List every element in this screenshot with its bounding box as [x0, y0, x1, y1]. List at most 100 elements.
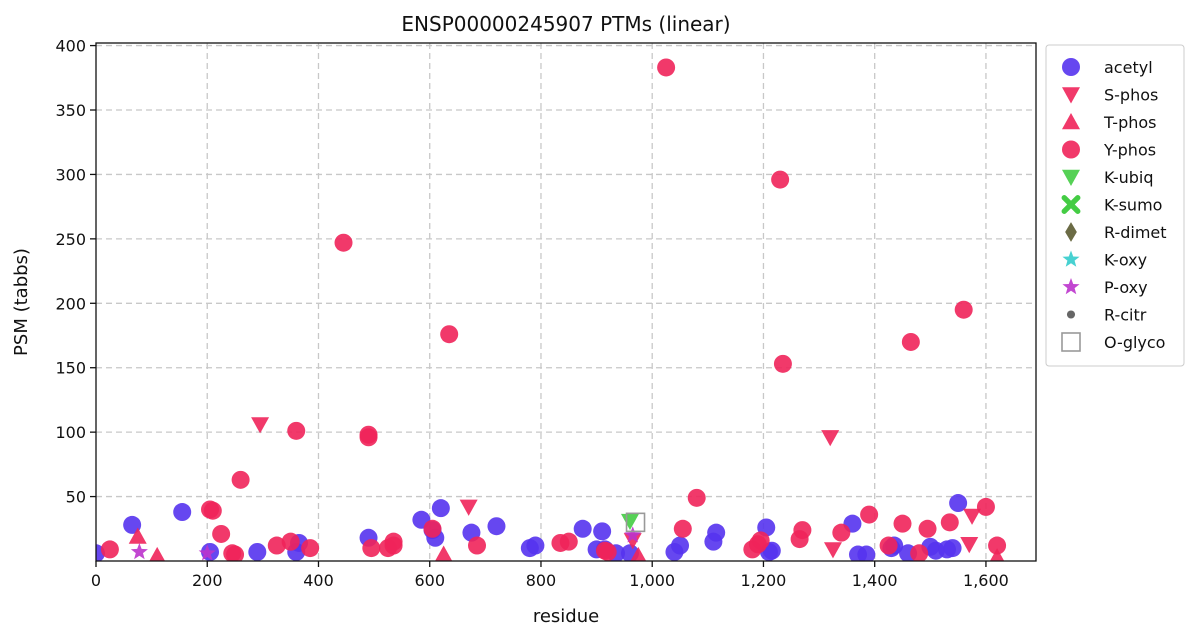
x-tick-label: 200	[192, 571, 223, 590]
data-point-y-phos	[423, 519, 442, 538]
data-point-y-phos	[751, 531, 770, 550]
legend-marker	[1062, 169, 1080, 186]
data-point-y-phos	[559, 532, 578, 551]
data-point-p-oxy	[130, 542, 148, 560]
grid-lines	[96, 43, 1036, 561]
legend-label: K-ubiq	[1104, 168, 1153, 187]
data-point-y-phos	[901, 332, 920, 351]
data-point-s-phos	[251, 417, 270, 434]
y-tick-label: 300	[55, 165, 86, 184]
y-tick-label: 100	[55, 423, 86, 442]
data-point-y-phos	[657, 58, 676, 77]
axis-ticks: 0 200 400 600 800 1,000 1,200 1,400 1,600 50 100 15…	[55, 37, 1008, 590]
legend-label: K-oxy	[1104, 251, 1147, 270]
data-point-y-phos	[359, 428, 378, 447]
data-point-y-phos	[362, 539, 381, 558]
y-tick-label: 200	[55, 294, 86, 313]
legend-marker	[1061, 195, 1081, 214]
data-point-y-phos	[860, 505, 879, 524]
legend-label: T-phos	[1103, 113, 1157, 132]
y-tick-label: 150	[55, 359, 86, 378]
data-point-y-phos	[832, 523, 851, 542]
data-point-y-phos	[212, 524, 231, 543]
data-point-y-phos	[673, 519, 692, 538]
data-point-p-oxy	[624, 526, 642, 543]
legend-marker	[1062, 58, 1080, 76]
data-point-t-phos	[630, 546, 647, 561]
data-point-acetyl	[431, 499, 450, 518]
x-tick-label: 0	[91, 571, 101, 590]
data-point-acetyl	[593, 522, 612, 541]
legend-item-p-oxy: P-oxy	[1062, 278, 1148, 297]
legend-item-acetyl: acetyl	[1062, 58, 1153, 77]
data-point-acetyl	[573, 519, 592, 538]
data-point-y-phos	[231, 470, 250, 489]
data-point-s-phos	[459, 499, 478, 516]
legend-label: K-sumo	[1104, 196, 1162, 215]
data-point-acetyl	[943, 539, 962, 558]
legend-marker	[1062, 250, 1080, 267]
x-tick-label: 600	[414, 571, 445, 590]
data-point-y-phos	[771, 170, 790, 189]
chart-title: ENSP00000245907 PTMs (linear)	[401, 12, 730, 36]
data-point-s-phos	[823, 542, 842, 559]
x-tick-label: 1,400	[852, 571, 898, 590]
data-point-acetyl	[487, 517, 506, 536]
data-point-y-phos	[687, 488, 706, 507]
data-points	[96, 58, 1007, 561]
data-point-s-phos	[821, 430, 840, 447]
x-axis-title: residue	[533, 606, 599, 627]
legend-marker	[1062, 278, 1080, 295]
legend-label: O-glyco	[1104, 333, 1165, 352]
x-tick-label: 800	[526, 571, 557, 590]
legend: acetyl S-phos T-phos Y-phos K-ubiq K-sumo R-di…	[1045, 44, 1185, 367]
data-point-t-phos	[149, 546, 166, 561]
legend-marker	[1062, 113, 1080, 130]
legend-item-k-oxy: K-oxy	[1062, 250, 1147, 270]
legend-marker	[1066, 310, 1076, 319]
data-point-y-phos	[879, 536, 898, 555]
legend-box	[1045, 44, 1185, 367]
data-point-acetyl	[526, 536, 545, 555]
legend-marker	[1062, 140, 1080, 159]
data-point-acetyl	[123, 515, 142, 534]
x-tick-label: 400	[303, 571, 334, 590]
legend-label: R-dimet	[1104, 223, 1167, 242]
legend-item-s-phos: S-phos	[1062, 86, 1158, 105]
legend-marker	[1061, 332, 1081, 352]
x-tick-label: 1,000	[629, 571, 675, 590]
data-point-y-phos	[440, 325, 459, 344]
data-point-y-phos	[793, 521, 812, 540]
data-point-y-phos	[334, 233, 353, 252]
y-tick-label: 400	[55, 37, 86, 56]
legend-marker	[1062, 87, 1080, 104]
legend-label: Y-phos	[1103, 141, 1156, 160]
x-tick-label: 1,600	[963, 571, 1009, 590]
data-point-s-phos	[623, 533, 642, 550]
data-point-acetyl	[707, 523, 726, 542]
data-point-y-phos	[976, 497, 995, 516]
x-tick-label: 1,200	[741, 571, 787, 590]
data-point-y-phos	[468, 536, 487, 555]
data-point-y-phos	[598, 542, 617, 561]
y-axis-title: PSM (tabbs)	[11, 248, 32, 356]
legend-label: P-oxy	[1104, 278, 1148, 297]
data-point-acetyl	[857, 545, 876, 561]
legend-item-y-phos: Y-phos	[1062, 140, 1156, 160]
data-point-y-phos	[954, 300, 973, 319]
data-point-t-phos	[989, 548, 1005, 561]
legend-label: S-phos	[1104, 86, 1158, 105]
data-point-y-phos	[267, 536, 286, 555]
legend-item-o-glyco: O-glyco	[1061, 332, 1165, 352]
legend-item-t-phos: T-phos	[1062, 113, 1157, 132]
legend-label: R-citr	[1104, 306, 1147, 325]
data-point-k-ubiq	[620, 513, 639, 531]
data-point-y-phos	[301, 539, 320, 558]
data-point-y-phos	[384, 532, 403, 551]
data-point-t-phos	[128, 527, 147, 544]
y-tick-label: 250	[55, 230, 86, 249]
data-point-y-phos	[893, 514, 912, 533]
data-point-y-phos	[910, 544, 929, 561]
data-point-y-phos	[281, 532, 300, 551]
